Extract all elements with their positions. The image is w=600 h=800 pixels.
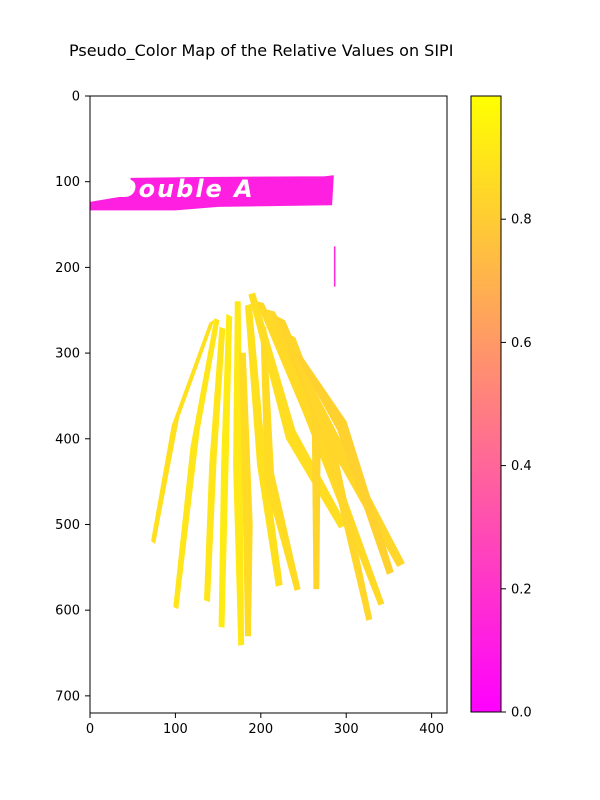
y-axis: 0 100 200 300 400 500 600 700: [55, 90, 90, 704]
heatmap-region-thin-mark: [333, 246, 336, 287]
y-axis-tick-label: 600: [55, 604, 80, 619]
heatmap-region-leaf-14: [239, 352, 253, 637]
colorbar-axis: 0.0 0.2 0.4 0.6 0.8: [501, 213, 532, 721]
colorbar-tick-label: 0.0: [511, 706, 532, 721]
heatmap-region-leaf-2: [173, 318, 220, 610]
plot-frame: [89, 95, 448, 714]
colorbar-tick-label: 0.4: [511, 459, 532, 474]
y-axis-tick-label: 0: [72, 90, 80, 105]
colorbar-tick-label: 0.2: [511, 582, 532, 597]
heatmap-region-leaf-1: [151, 319, 215, 544]
y-axis-tick-label: 500: [55, 518, 80, 533]
y-axis-tick-label: 400: [55, 432, 80, 447]
colorbar-tick-label: 0.6: [511, 336, 532, 351]
image-text: Double A: [117, 175, 255, 203]
x-axis-tick-label: 400: [419, 722, 444, 737]
y-axis-tick-label: 100: [55, 175, 80, 190]
x-axis-tick-label: 300: [334, 722, 359, 737]
y-axis-tick-label: 700: [55, 689, 80, 704]
heatmap-region-label-strip: [90, 175, 334, 211]
heatmap-region-leaf-4: [218, 313, 233, 628]
heatmap-region-leaf-13: [294, 352, 394, 575]
heatmap-region-leaf-3: [203, 326, 226, 603]
colorbar-tick-label: 0.8: [511, 213, 532, 228]
x-axis: 0 100 200 300 400: [86, 713, 444, 737]
x-axis-tick-label: 100: [163, 722, 188, 737]
chart-title: Pseudo_Color Map of the Relative Values …: [69, 41, 453, 61]
heatmap-image: [90, 175, 405, 646]
colorbar-frame: [470, 95, 502, 713]
heatmap-region-leaf-12: [260, 326, 301, 592]
y-axis-tick-label: 300: [55, 347, 80, 362]
x-axis-tick-label: 200: [248, 722, 273, 737]
colorbar: [471, 96, 501, 712]
heatmap-region-leaf-11: [287, 333, 373, 621]
y-axis-tick-label: 200: [55, 261, 80, 276]
x-axis-tick-label: 0: [86, 722, 94, 737]
